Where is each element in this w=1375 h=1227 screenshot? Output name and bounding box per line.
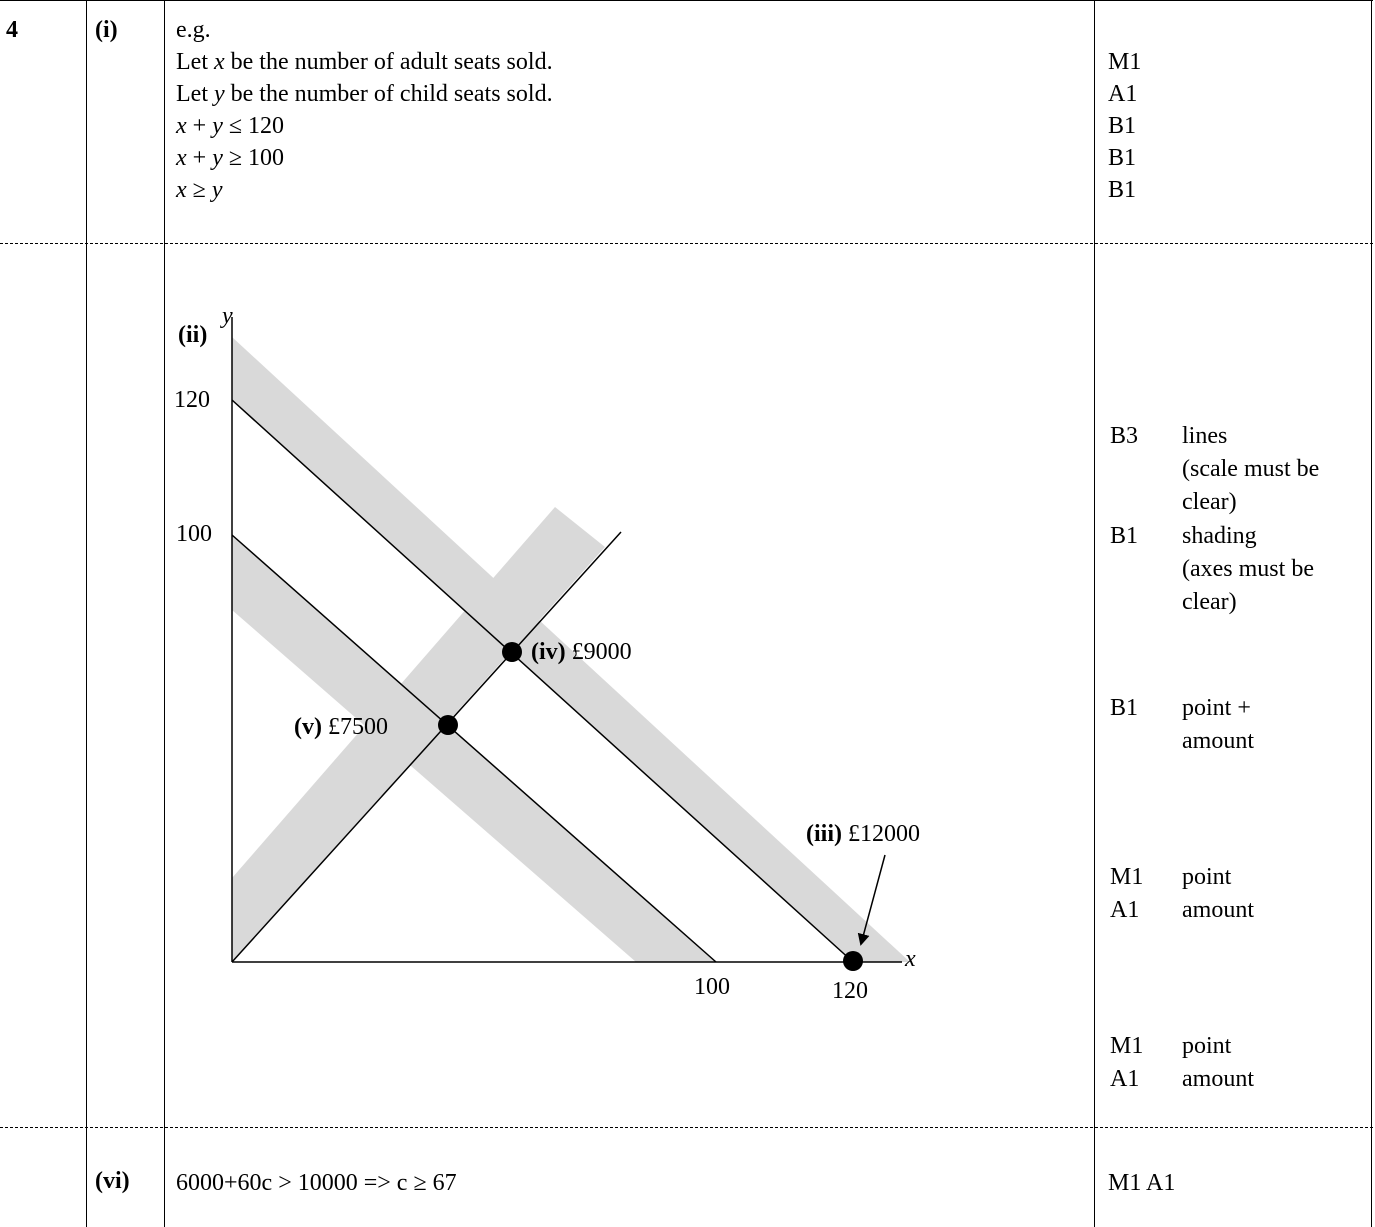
point-v-label: (v) £7500: [294, 714, 388, 740]
mark: A1: [1108, 81, 1138, 107]
row-divider-1: [0, 243, 1373, 244]
working-line: x + y ≤ 120: [176, 113, 285, 139]
point-iv-label: (iv) £9000: [531, 639, 632, 665]
arrow-point-iii: [857, 854, 886, 946]
shading-band-diagonal: [232, 507, 605, 962]
point-iii-label: (iii) £12000: [806, 821, 920, 847]
point-iv: [502, 642, 522, 662]
point-iii: [843, 951, 863, 971]
y-tick-label: 100: [176, 521, 212, 547]
table-border-left: [86, 0, 87, 1227]
line-x-equals-y: [231, 531, 622, 963]
working-line: x + y ≥ 100: [176, 145, 285, 171]
x-tick-label: 120: [832, 978, 868, 1004]
y-axis-label: y: [220, 303, 233, 329]
working-line: e.g.: [176, 17, 211, 43]
mark: B1: [1108, 113, 1137, 139]
part-i-label: (i): [95, 17, 118, 43]
question-number: 4: [6, 17, 18, 43]
mark: B1: [1108, 145, 1137, 171]
table-border-label: [164, 0, 165, 1227]
part-i-marks: M1 A1 B1 B1 B1: [1108, 46, 1141, 206]
feasible-region-graph: (ii) y x 120 100 100 120 (iv) £9000 (v) …: [174, 303, 920, 1004]
line-x-plus-y-120: [231, 399, 854, 963]
line-x-plus-y-100: [231, 534, 717, 963]
table-border-marks: [1094, 0, 1095, 1227]
table-border-right: [1371, 0, 1372, 1227]
x-tick-label: 100: [694, 974, 730, 1000]
part-vi-label: (vi): [95, 1168, 130, 1194]
working-line: Let y be the number of child seats sold.: [176, 81, 553, 107]
working-line: x ≥ y: [176, 177, 223, 203]
shading-band-upper: [232, 337, 910, 962]
part-vi-working: 6000+60c > 10000 => c ≥ 67: [176, 1170, 457, 1196]
table-border-top: [0, 0, 1373, 1]
part-vi-marks: M1 A1: [1108, 1170, 1176, 1196]
part-ii-label: (ii): [178, 322, 207, 348]
mark: B1: [1108, 177, 1137, 203]
row-divider-2: [0, 1127, 1373, 1128]
mark: M1: [1108, 49, 1142, 75]
y-tick-label: 120: [174, 387, 210, 413]
point-v: [438, 715, 458, 735]
x-axis-label: x: [904, 946, 916, 972]
part-i-working: e.g. Let x be the number of adult seats …: [176, 14, 553, 206]
working-line: Let x be the number of adult seats sold.: [176, 49, 553, 75]
